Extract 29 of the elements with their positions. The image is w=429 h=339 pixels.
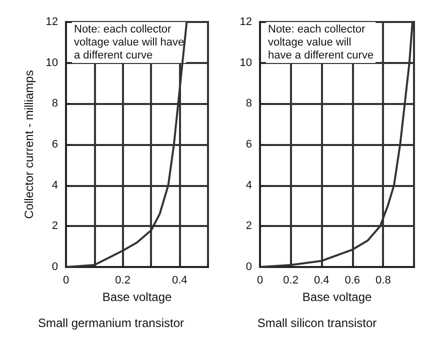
x-tick-label: 0.2 xyxy=(115,274,130,286)
y-tick-label: 8 xyxy=(52,98,58,110)
y-tick-label: 0 xyxy=(246,261,252,273)
y-tick-label: 12 xyxy=(240,16,252,28)
annotation: Note: each collector voltage value will have a different curve xyxy=(74,24,184,62)
y-tick-label: 0 xyxy=(52,261,58,273)
y-tick-label: 12 xyxy=(46,16,58,28)
y-axis-title: Collector current - milliamps xyxy=(22,70,36,219)
annotation: Note: each collector voltage value will have a different curve xyxy=(268,24,374,62)
y-tick-label: 4 xyxy=(246,179,252,192)
text: Small silicon transistor xyxy=(257,316,377,330)
x-tick-label: 0.2 xyxy=(283,274,298,286)
y-tick-label: 10 xyxy=(240,56,252,69)
x-tick-label: 0.4 xyxy=(172,274,188,286)
text: Small germanium transistor xyxy=(38,316,184,330)
x-axis-title: Base voltage xyxy=(302,290,372,304)
y-tick-label: 6 xyxy=(246,138,252,150)
y-tick-label: 2 xyxy=(246,220,252,232)
x-tick-label: 0.8 xyxy=(376,274,391,286)
y-tick-label: 10 xyxy=(46,56,58,69)
y-tick-label: 6 xyxy=(52,138,58,150)
x-tick-label: 0 xyxy=(256,274,264,286)
x-tick-label: 0 xyxy=(62,274,70,286)
x-axis-title: Base voltage xyxy=(102,290,172,304)
y-tick-label: 8 xyxy=(246,98,252,110)
x-tick-label: 0.4 xyxy=(314,274,330,286)
y-tick-label: 2 xyxy=(52,220,58,232)
y-tick-label: 4 xyxy=(52,179,58,192)
x-tick-label: 0.6 xyxy=(344,274,360,286)
